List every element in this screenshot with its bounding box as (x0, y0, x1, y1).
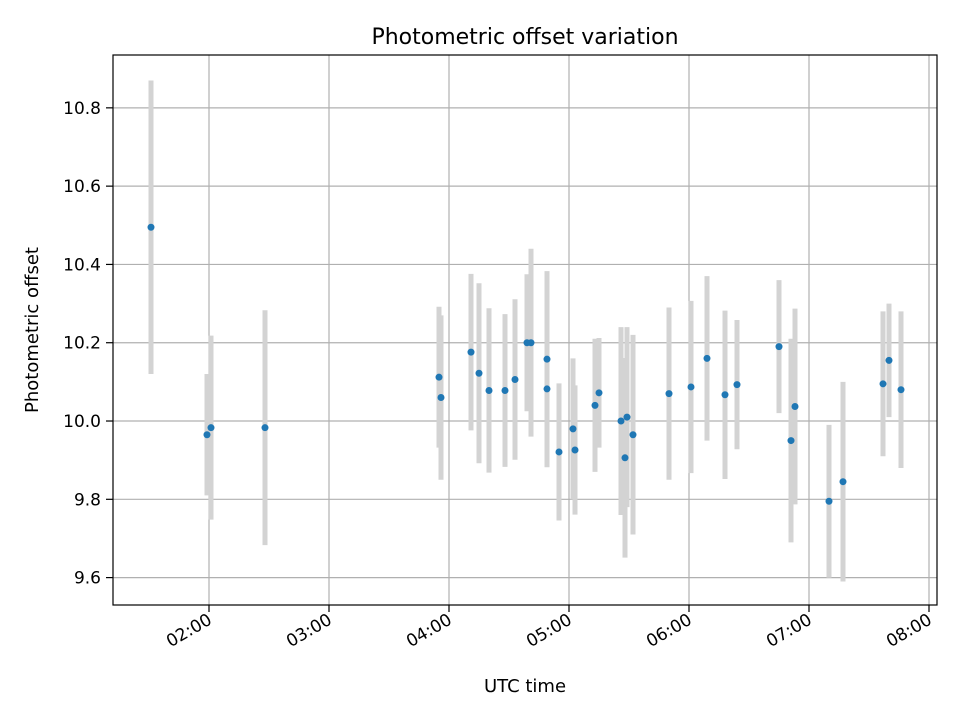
data-point (775, 343, 783, 351)
data-point (207, 424, 215, 432)
data-point (617, 417, 625, 425)
data-point (621, 454, 629, 462)
chart-title: Photometric offset variation (371, 25, 678, 50)
y-axis-ticks: 9.6 9.8 10.0 10.2 10.4 10.6 10.8 (63, 99, 113, 589)
data-point (787, 437, 795, 445)
data-point (591, 401, 599, 409)
data-point (467, 348, 475, 356)
y-tick-label: 9.6 (74, 569, 101, 589)
data-points (147, 223, 905, 505)
y-tick-label: 10.0 (63, 412, 101, 432)
data-point (569, 425, 577, 433)
x-axis-label: UTC time (484, 676, 566, 697)
data-point (485, 386, 493, 394)
data-point (665, 390, 673, 398)
data-point (721, 391, 729, 399)
data-point (733, 381, 741, 389)
data-point (543, 355, 551, 363)
y-tick-label: 10.6 (63, 177, 101, 197)
y-tick-label: 10.2 (63, 334, 101, 354)
data-point (629, 431, 637, 439)
data-point (203, 431, 211, 439)
data-point (839, 478, 847, 486)
axes-frame (112, 54, 938, 606)
data-point (687, 383, 695, 391)
y-tick-label: 9.8 (74, 490, 101, 510)
y-tick-label: 10.8 (63, 99, 101, 119)
data-point (555, 448, 563, 456)
data-point (897, 386, 905, 394)
data-point (435, 373, 443, 381)
data-point (501, 386, 509, 394)
data-point (571, 446, 579, 454)
y-axis-label: Photometric offset (22, 247, 43, 413)
data-point (791, 403, 799, 411)
data-point (623, 413, 631, 421)
data-point (703, 354, 711, 362)
y-tick-label: 10.4 (63, 255, 101, 275)
data-point (527, 339, 535, 347)
data-point (511, 376, 519, 384)
data-point (595, 389, 603, 397)
data-point (261, 424, 269, 432)
data-point (543, 385, 551, 393)
data-point (879, 380, 887, 388)
data-point (825, 497, 833, 505)
data-point (147, 223, 155, 231)
data-point (475, 369, 483, 377)
data-point (885, 356, 893, 364)
data-point (437, 394, 445, 402)
